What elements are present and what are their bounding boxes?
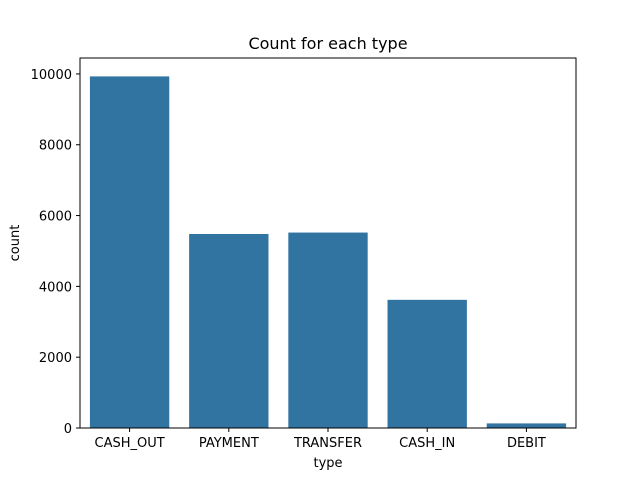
bar-cash-in [387,299,467,428]
y-tick-label: 0 [64,422,72,437]
y-tick-label: 6000 [39,210,72,225]
x-tick-label: DEBIT [507,436,546,451]
chart-title: Count for each type [248,34,407,53]
x-axis-ticks: CASH_OUT PAYMENT TRANSFER CASH_IN DEBIT [95,428,546,451]
x-axis-label: type [313,456,342,471]
bar-payment [189,233,269,428]
x-tick-label: TRANSFER [293,436,362,451]
y-tick-label: 8000 [39,139,72,154]
x-tick-label: CASH_IN [399,436,455,451]
y-tick-label: 10000 [31,68,72,83]
bar-cash-out [89,76,170,428]
bar-transfer [288,232,368,428]
y-tick-label: 2000 [39,351,72,366]
y-tick-label: 4000 [39,280,72,295]
x-tick-label: PAYMENT [199,436,259,451]
plot-frame [79,57,577,429]
y-axis-ticks: 0 2000 4000 6000 8000 10000 [31,68,80,437]
x-tick-label: CASH_OUT [95,436,165,451]
y-axis-label: count [8,225,23,262]
bars-group [89,76,567,428]
bar-debit [486,423,567,428]
